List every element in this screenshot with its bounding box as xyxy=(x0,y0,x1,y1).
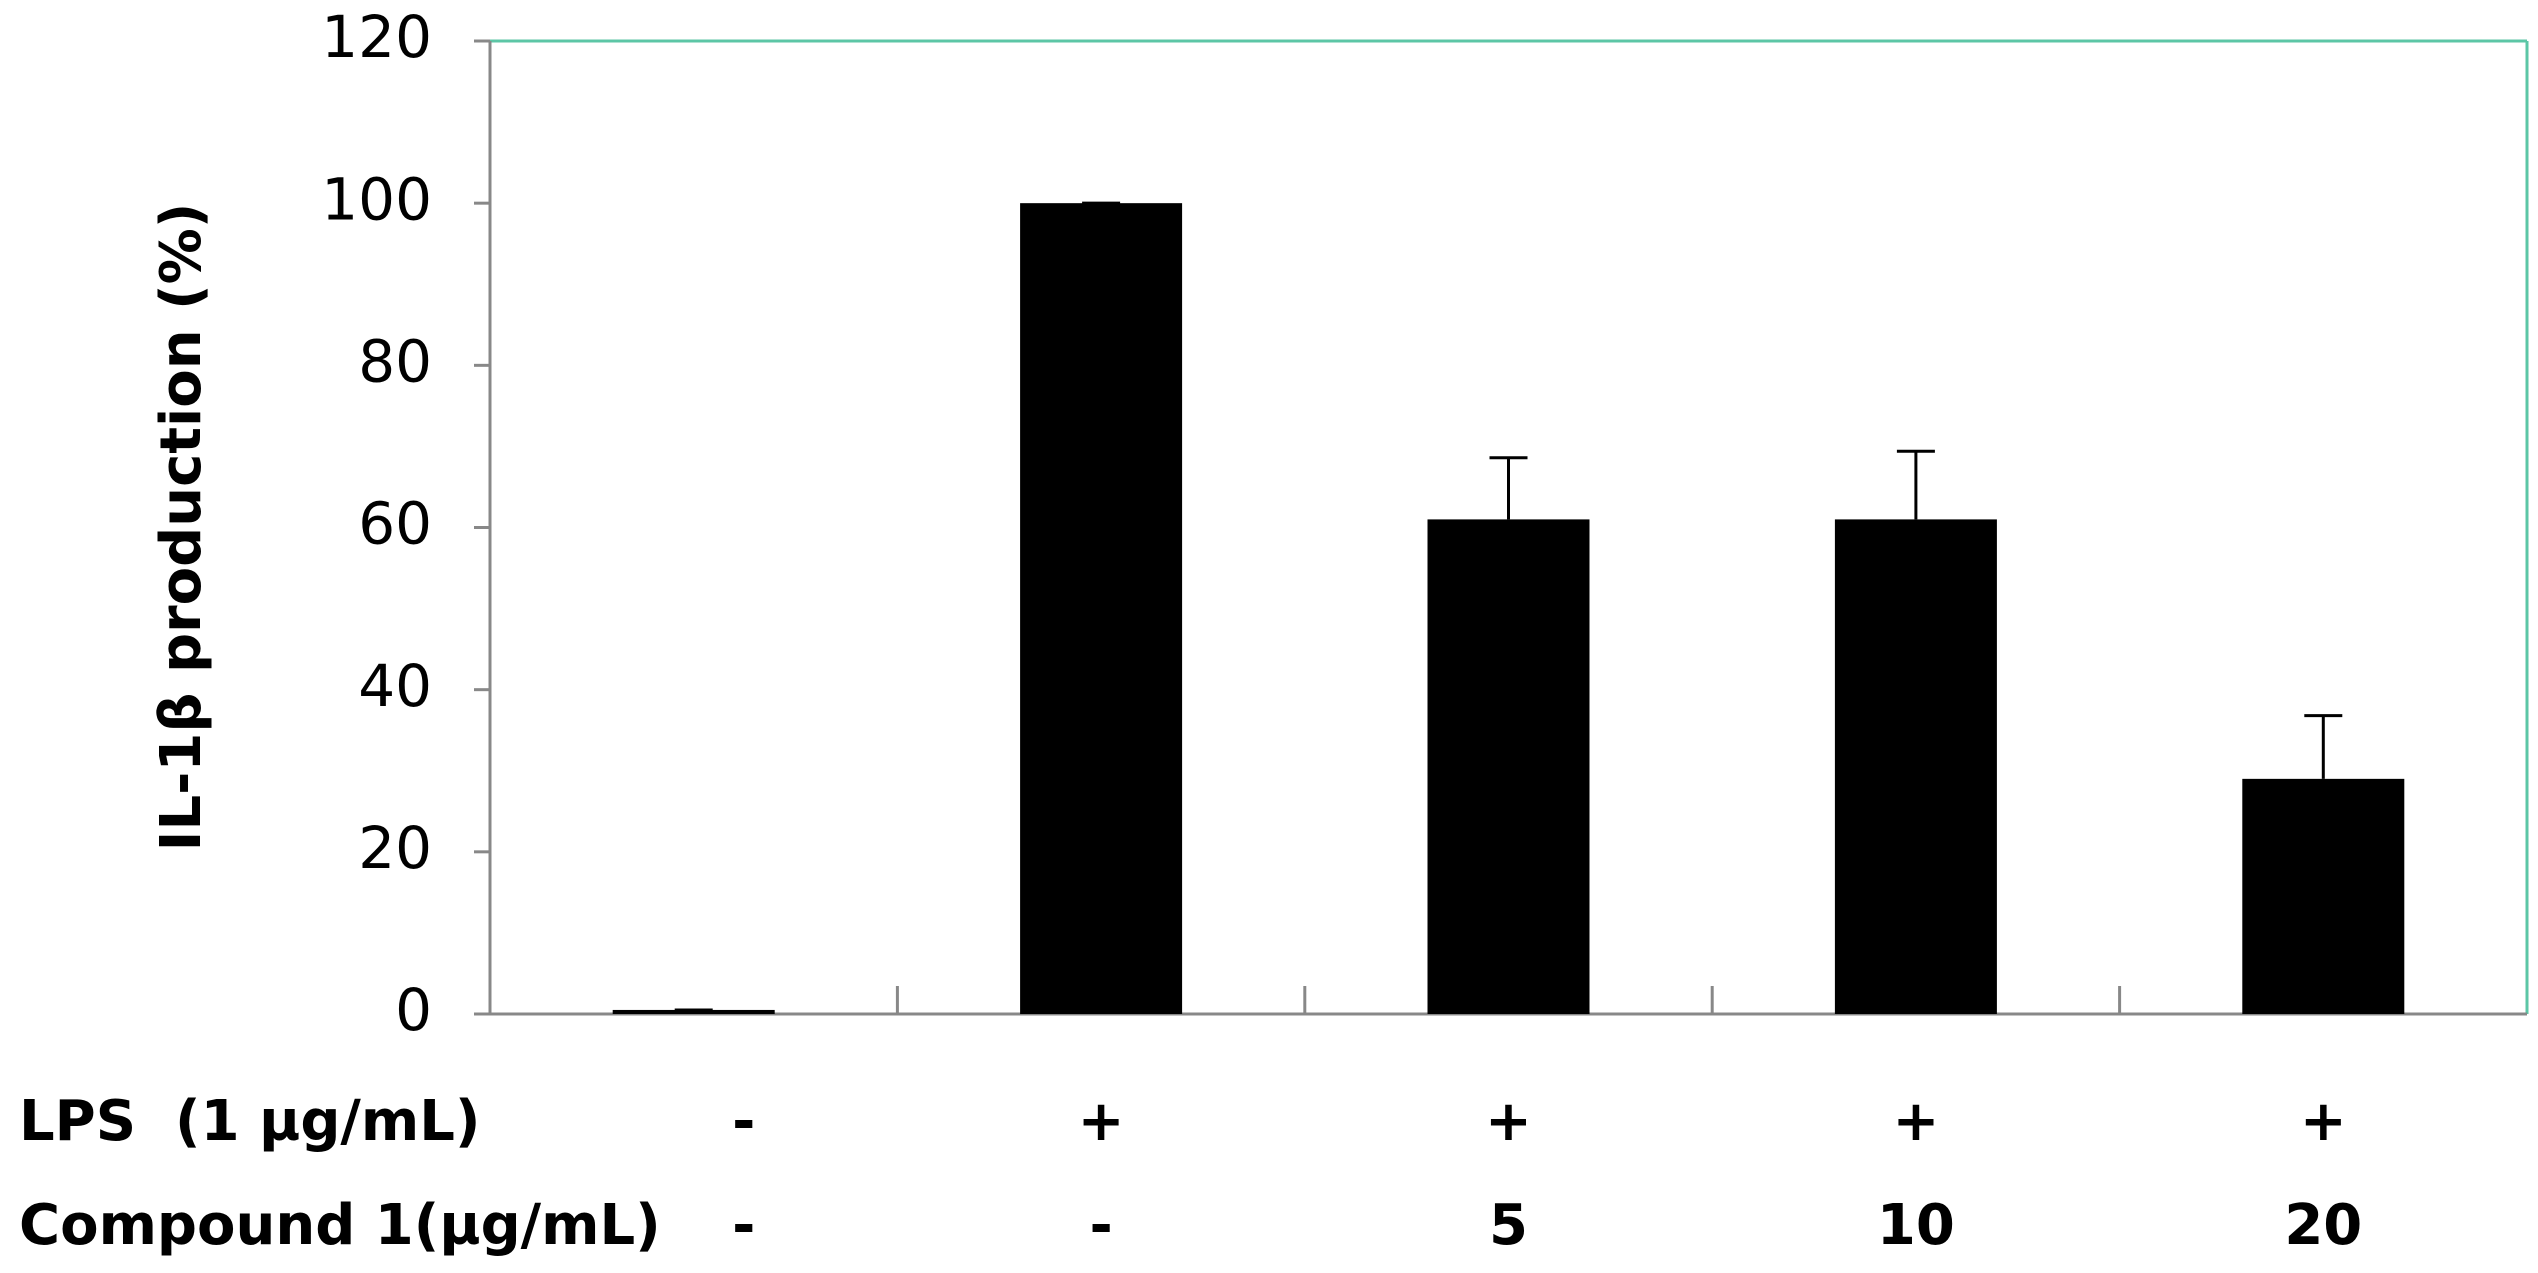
row-value: - xyxy=(732,1089,755,1154)
row-value: 10 xyxy=(1877,1193,1955,1258)
row-label: Compound 1(µg/mL) xyxy=(19,1193,661,1258)
bar xyxy=(612,1009,775,1014)
y-tick-label: 100 xyxy=(321,165,432,233)
row-value: - xyxy=(732,1193,755,1258)
row-value: + xyxy=(1485,1089,1532,1154)
bar xyxy=(1834,519,1997,1014)
y-tick-label: 120 xyxy=(321,3,432,71)
y-tick-label: 40 xyxy=(358,652,432,720)
y-tick-label: 20 xyxy=(358,814,432,882)
row-label: LPS (1 µg/mL) xyxy=(19,1089,480,1154)
y-tick-label: 0 xyxy=(395,976,432,1044)
row-value: - xyxy=(1089,1193,1112,1258)
row-value: 5 xyxy=(1489,1193,1528,1258)
y-axis-label: IL-1β production (%) xyxy=(149,203,214,852)
row-value: + xyxy=(2300,1089,2347,1154)
y-tick-label: 60 xyxy=(358,490,432,558)
row-value: + xyxy=(1892,1089,1939,1154)
row-value: + xyxy=(1078,1089,1125,1154)
row-value: 20 xyxy=(2284,1193,2362,1258)
bar xyxy=(1020,203,1183,1014)
bar xyxy=(2242,778,2405,1014)
bar xyxy=(1427,519,1590,1014)
y-tick-label: 80 xyxy=(358,327,432,395)
